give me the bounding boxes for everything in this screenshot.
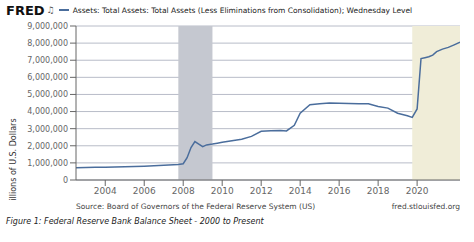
svg-text:2004: 2004 — [94, 186, 117, 196]
svg-text:6,000,000: 6,000,000 — [27, 73, 68, 82]
svg-text:2014: 2014 — [289, 186, 312, 196]
svg-text:1,000,000: 1,000,000 — [27, 159, 68, 168]
html-text:Figure 1: Federal Reserve Bank: Figure 1: Federal Reserve Bank Balance S… — [6, 217, 264, 226]
svg-text:4,000,000: 4,000,000 — [27, 107, 68, 116]
html-text:FRED♫: FRED♫ — [6, 2, 55, 18]
svg-text:9,000,000: 9,000,000 — [27, 22, 68, 31]
svg-text:8,000,000: 8,000,000 — [27, 39, 68, 48]
svg-text:2020: 2020 — [406, 186, 429, 196]
svg-text:2016: 2016 — [328, 186, 351, 196]
html-text:Assets: Total Assets: Total As: Assets: Total Assets: Total Assets (Less… — [72, 5, 413, 15]
svg-text:3,000,000: 3,000,000 — [27, 125, 68, 134]
svg-text:0: 0 — [63, 176, 68, 185]
svg-text:2012: 2012 — [250, 186, 273, 196]
html-text:fred.stlouisfed.org: fred.stlouisfed.org — [391, 202, 460, 211]
svg-text:2018: 2018 — [367, 186, 390, 196]
svg-text:7,000,000: 7,000,000 — [27, 56, 68, 65]
svg-text:2008: 2008 — [172, 186, 195, 196]
svg-text:2,000,000: 2,000,000 — [27, 142, 68, 151]
svg-text:Millions of U.S. Dollars: Millions of U.S. Dollars — [9, 118, 18, 200]
svg-text:2010: 2010 — [211, 186, 234, 196]
svg-text:5,000,000: 5,000,000 — [27, 90, 68, 99]
html-text:Source: Board of Governors of: Source: Board of Governors of the Federa… — [76, 202, 316, 211]
svg-text:2006: 2006 — [133, 186, 156, 196]
